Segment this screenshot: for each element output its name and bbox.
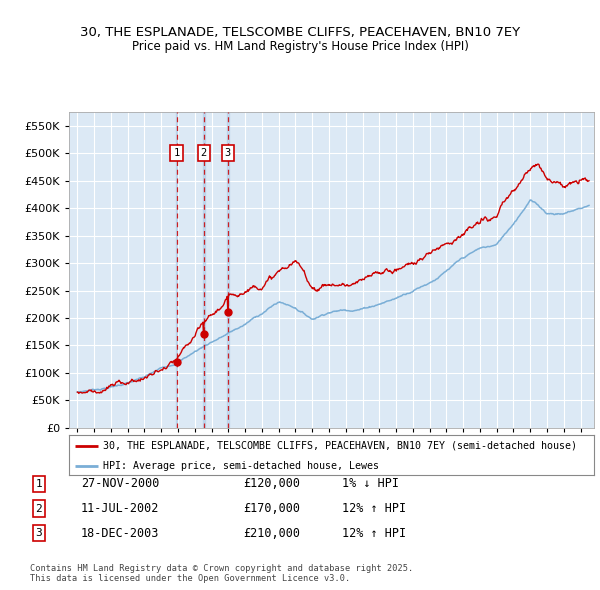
Text: £210,000: £210,000 bbox=[243, 527, 300, 540]
Text: 1: 1 bbox=[173, 148, 179, 158]
Text: 30, THE ESPLANADE, TELSCOMBE CLIFFS, PEACEHAVEN, BN10 7EY: 30, THE ESPLANADE, TELSCOMBE CLIFFS, PEA… bbox=[80, 26, 520, 39]
Text: Price paid vs. HM Land Registry's House Price Index (HPI): Price paid vs. HM Land Registry's House … bbox=[131, 40, 469, 53]
Text: £120,000: £120,000 bbox=[243, 477, 300, 490]
Bar bbox=[227, 112, 229, 428]
Text: 1% ↓ HPI: 1% ↓ HPI bbox=[342, 477, 399, 490]
Text: HPI: Average price, semi-detached house, Lewes: HPI: Average price, semi-detached house,… bbox=[103, 461, 379, 471]
Text: 27-NOV-2000: 27-NOV-2000 bbox=[81, 477, 160, 490]
Text: 3: 3 bbox=[224, 148, 231, 158]
Bar bbox=[203, 112, 205, 428]
Text: 18-DEC-2003: 18-DEC-2003 bbox=[81, 527, 160, 540]
Text: 2: 2 bbox=[200, 148, 207, 158]
Text: 11-JUL-2002: 11-JUL-2002 bbox=[81, 502, 160, 515]
Text: 12% ↑ HPI: 12% ↑ HPI bbox=[342, 527, 406, 540]
Text: £170,000: £170,000 bbox=[243, 502, 300, 515]
Text: Contains HM Land Registry data © Crown copyright and database right 2025.
This d: Contains HM Land Registry data © Crown c… bbox=[30, 563, 413, 583]
Text: 2: 2 bbox=[35, 504, 43, 513]
Bar bbox=[176, 112, 178, 428]
Text: 3: 3 bbox=[35, 529, 43, 538]
Text: 30, THE ESPLANADE, TELSCOMBE CLIFFS, PEACEHAVEN, BN10 7EY (semi-detached house): 30, THE ESPLANADE, TELSCOMBE CLIFFS, PEA… bbox=[103, 441, 577, 451]
Text: 1: 1 bbox=[35, 479, 43, 489]
Text: 12% ↑ HPI: 12% ↑ HPI bbox=[342, 502, 406, 515]
